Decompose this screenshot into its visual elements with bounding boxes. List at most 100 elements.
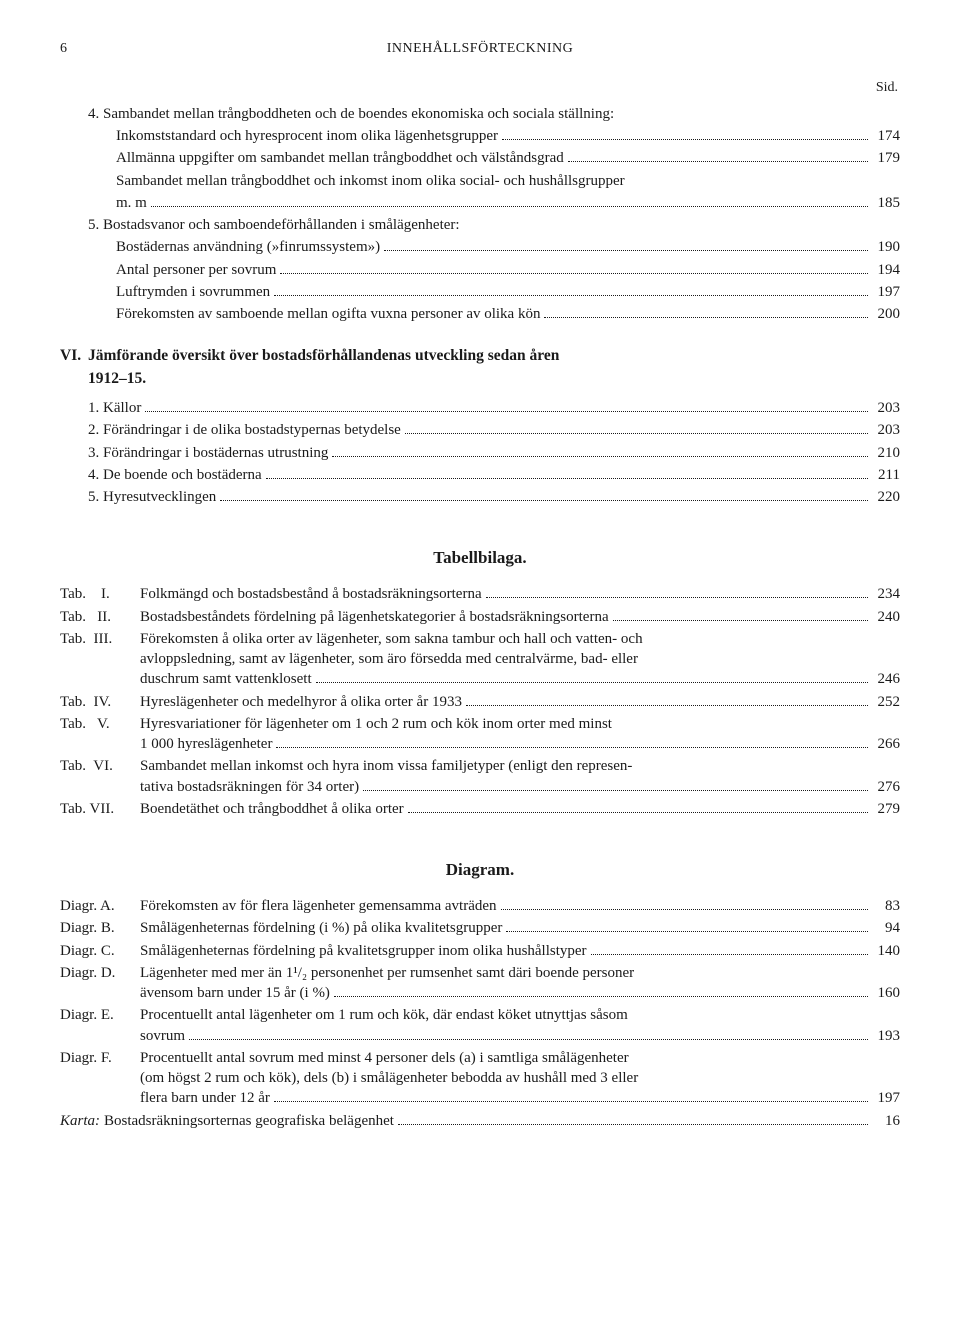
toc-leader [466,705,868,706]
toc-text: sovrum [140,1026,185,1046]
toc-number: 4. [88,104,99,124]
diagram-label: Diagr. B. [60,918,140,938]
toc-leader [316,682,868,683]
toc-text: flera barn under 12 år [140,1088,270,1108]
toc-number: 2. [88,420,99,440]
diagram-row: Diagr. E. Procentuellt antal lägenheter … [60,1005,900,1046]
toc-text: Förekomsten av för flera lägenheter geme… [140,896,497,916]
toc-leader [408,812,868,813]
toc-leader [363,790,868,791]
toc-item: Bostädernas användning (»finrumssystem»)… [60,237,900,257]
table-row: Tab. II. Bostadsbeståndets fördelning på… [60,607,900,627]
toc-leader [544,317,868,318]
diagram-label: Diagr. D. [60,963,140,983]
toc-item: 4. De boende och bostäderna 211 [60,465,900,485]
toc-page: 210 [872,443,900,463]
toc-page: 140 [872,941,900,961]
toc-text: Bostadsräkningsorternas geografiska belä… [104,1111,394,1131]
toc-leader [506,931,868,932]
header-title: INNEHÅLLSFÖRTECKNING [80,40,880,59]
toc-item: 2. Förändringar i de olika bostadstypern… [60,420,900,440]
diagram-row: Diagr. B. Smålägenheternas fördelning (i… [60,918,900,938]
table-row: Tab. VI. Sambandet mellan inkomst och hy… [60,756,900,797]
toc-page: 194 [872,260,900,280]
toc-page: 193 [872,1026,900,1046]
toc-leader [145,411,868,412]
toc-item: m. m 185 [60,193,900,213]
diagram-label: Diagr. E. [60,1005,140,1025]
toc-leader [276,747,868,748]
toc-page: 276 [872,777,900,797]
toc-leader [591,954,868,955]
toc-page: 16 [872,1111,900,1131]
table-row: Tab. V. Hyresvariationer för lägenheter … [60,714,900,755]
tab-label: Tab. IV. [60,692,140,712]
header-spacer [880,40,900,59]
toc-item: 1. Källor 203 [60,398,900,418]
toc-text: Bostadsvanor och samboendeförhållanden i… [103,215,460,235]
toc-leader [613,620,868,621]
toc-page: 252 [872,692,900,712]
toc-page: 266 [872,734,900,754]
toc-text: avloppsledning, samt av lägenheter, som … [60,649,900,669]
toc-text: Sambandet mellan trångboddhet och inkoms… [116,171,625,191]
roman-numeral: VI. [60,346,88,367]
toc-page: 160 [872,983,900,1003]
toc-leader [266,478,868,479]
toc-page: 200 [872,304,900,324]
section-vi-title-cont: 1912–15. [60,369,900,390]
karta-row: Karta: Bostadsräkningsorternas geografis… [60,1111,900,1131]
toc-text: Inkomststandard och hyresprocent inom ol… [116,126,498,146]
toc-page: 174 [872,126,900,146]
toc-number: 3. [88,443,99,463]
toc-page: 179 [872,148,900,168]
toc-item: 5. Bostadsvanor och samboendeförhållande… [60,215,900,235]
karta-label: Karta: [60,1111,104,1131]
diagram-row: Diagr. C. Smålägenheternas fördelning på… [60,941,900,961]
toc-number: 5. [88,215,99,235]
table-row: Tab. I. Folkmängd och bostadsbestånd å b… [60,584,900,604]
tab-label: Tab. I. [60,584,140,604]
toc-leader [280,273,868,274]
toc-page: 94 [872,918,900,938]
toc-text: Antal personer per sovrum [116,260,276,280]
toc-leader [502,139,868,140]
toc-text: Bostädernas användning (»finrumssystem») [116,237,380,257]
toc-text: De boende och bostäderna [103,465,262,485]
section-title-text: 1912–15. [88,369,146,390]
diagram-row: Diagr. D. Lägenheter med mer än 1¹/₂ per… [60,963,900,1004]
toc-item: Förekomsten av samboende mellan ogifta v… [60,304,900,324]
toc-page: 197 [872,282,900,302]
toc-leader [274,1101,868,1102]
toc-leader [332,456,868,457]
toc-leader [568,161,868,162]
section-vi-title: VI. Jämförande översikt över bostadsförh… [60,346,900,367]
toc-text: Smålägenheternas fördelning (i %) på oli… [140,918,502,938]
table-row: Tab. IV. Hyreslägenheter och medelhyror … [60,692,900,712]
toc-leader [501,909,868,910]
toc-text: tativa bostadsräkningen för 34 orter) [140,777,359,797]
toc-text: Sambandet mellan inkomst och hyra inom v… [140,756,632,776]
diagram-label: Diagr. F. [60,1048,140,1068]
toc-item: Sambandet mellan trångboddhet och inkoms… [60,171,900,191]
toc-leader [189,1039,868,1040]
tab-label: Tab. VII. [60,799,140,819]
table-row: Tab. VII. Boendetäthet och trångboddhet … [60,799,900,819]
toc-page: 246 [872,669,900,689]
diagram-heading: Diagram. [60,859,900,882]
toc-page: 234 [872,584,900,604]
tabell-heading: Tabellbilaga. [60,547,900,570]
toc-text: Hyresvariationer för lägenheter om 1 och… [140,714,612,734]
toc-text: Procentuellt antal sovrum med minst 4 pe… [140,1048,629,1068]
toc-item: Inkomststandard och hyresprocent inom ol… [60,126,900,146]
page-number: 6 [60,40,80,59]
toc-item: Antal personer per sovrum 194 [60,260,900,280]
toc-text: Folkmängd och bostadsbestånd å bostadsrä… [140,584,482,604]
toc-text: Lägenheter med mer än 1¹/₂ personenhet p… [140,963,634,983]
diagram-label: Diagr. C. [60,941,140,961]
table-row: Tab. III. Förekomsten å olika orter av l… [60,629,900,690]
tab-label: Tab. III. [60,629,140,649]
toc-item: Allmänna uppgifter om sambandet mellan t… [60,148,900,168]
toc-leader [398,1124,868,1125]
toc-page: 190 [872,237,900,257]
